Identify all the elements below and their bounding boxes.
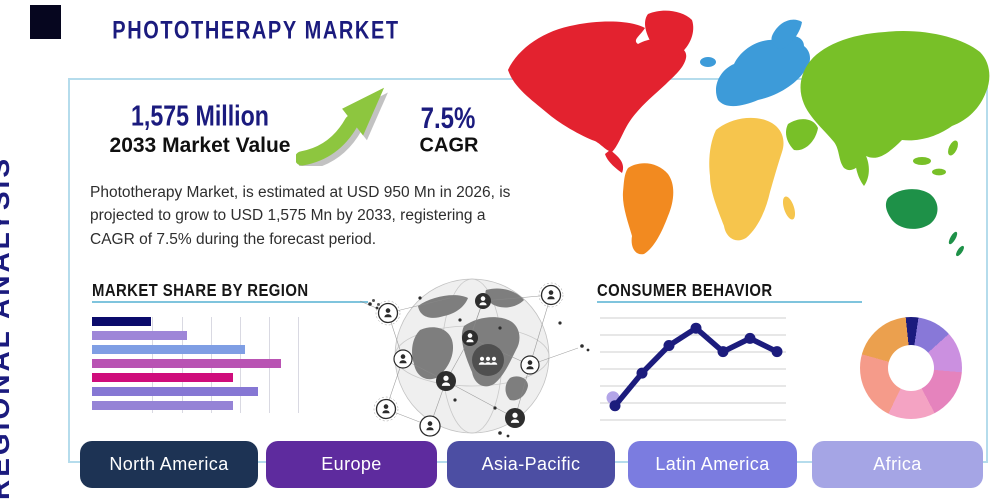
continent-africa	[709, 117, 784, 241]
cagr-label: CAGR	[419, 134, 479, 157]
bar-segment-6	[92, 401, 233, 410]
continent-australia	[885, 189, 938, 229]
donut-hole	[888, 345, 934, 391]
world-map	[508, 10, 990, 257]
continent-se-asia-2	[932, 168, 946, 176]
market-description: Phototherapy Market, is estimated at USD…	[90, 184, 511, 248]
continent-india	[855, 152, 869, 186]
region-button-asia-pacific[interactable]: Asia-Pacific	[447, 441, 615, 488]
network-dark-nodes	[436, 293, 525, 428]
regional-analysis-vertical-label: REGIONAL ANALYSIS	[0, 155, 15, 500]
globe-network-illustration	[359, 268, 590, 445]
bar-segment-0	[92, 317, 151, 326]
market-value-stat: 1,575 Million	[131, 100, 269, 133]
continent-japan	[948, 140, 958, 156]
region-button-africa[interactable]: Africa	[812, 441, 983, 488]
continent-scandinavia	[771, 19, 802, 50]
region-button-north-america[interactable]: North America	[80, 441, 258, 488]
consumer-behavior-line-chart	[600, 317, 786, 421]
consumer-behavior-underline	[597, 301, 862, 303]
bar-segment-4	[92, 373, 233, 382]
continent-south-america	[622, 163, 674, 255]
growth-arrow-icon	[296, 87, 388, 166]
continent-iceland	[700, 57, 716, 67]
continent-madagascar	[782, 196, 796, 220]
continent-asia	[800, 30, 990, 171]
network-ring-nodes	[373, 282, 564, 437]
market-share-bar-chart	[92, 317, 304, 413]
market-value-label: 2033 Market Value	[109, 134, 291, 157]
continent-middle-east	[786, 119, 818, 151]
corner-logo-mark	[30, 5, 61, 39]
bar-segment-1	[92, 331, 187, 340]
continent-new-zealand-2	[956, 245, 964, 257]
consumer-behavior-heading: CONSUMER BEHAVIOR	[597, 280, 773, 300]
continent-north-america	[508, 21, 687, 152]
bar-segment-5	[92, 387, 258, 396]
underline-dot	[372, 299, 375, 302]
regional-share-donut-chart	[860, 317, 962, 419]
underline-dot	[377, 303, 380, 306]
market-share-underline	[92, 301, 368, 303]
page-title: PHOTOTHERAPY MARKET	[76, 17, 435, 46]
region-button-row: North America Europe Asia-Pacific Latin …	[0, 441, 1000, 488]
region-button-latin-america[interactable]: Latin America	[628, 441, 797, 488]
market-share-heading: MARKET SHARE BY REGION	[92, 280, 309, 300]
continent-new-zealand-1	[948, 231, 958, 245]
continent-se-asia-1	[913, 157, 931, 165]
cagr-stat: 7.5%	[420, 102, 476, 135]
bar-gridline	[298, 317, 299, 413]
continent-europe	[715, 35, 810, 107]
continent-central-america	[605, 150, 624, 173]
bar-segment-3	[92, 359, 281, 368]
bar-segment-2	[92, 345, 246, 354]
region-button-europe[interactable]: Europe	[266, 441, 437, 488]
page-title-text: PHOTOTHERAPY MARKET	[112, 16, 400, 45]
continent-greenland	[645, 10, 694, 57]
